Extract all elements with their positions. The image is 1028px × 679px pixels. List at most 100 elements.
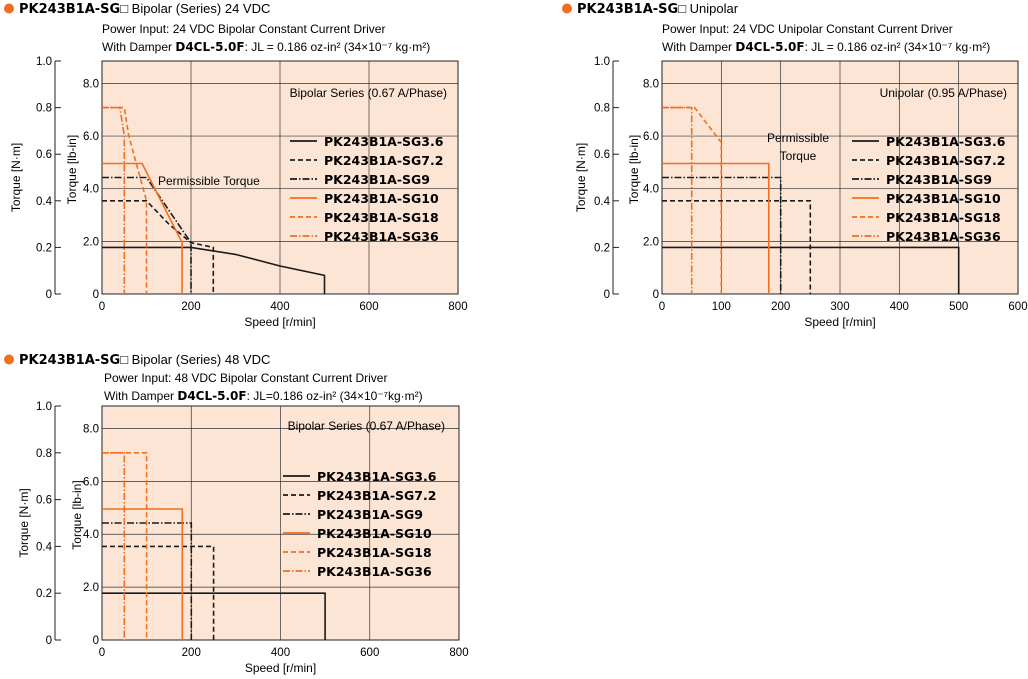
info-power: Power Input: 48 VDC Bipolar Constant Cur… [104, 371, 387, 385]
tick-label-nm: 0.6 [594, 149, 610, 161]
annotation: Bipolar Series (0.67 A/Phase) [290, 86, 447, 100]
series-line-pk243b1a-sg3.6 [102, 246, 326, 294]
tick-label-nm: 0.8 [36, 448, 52, 460]
ylabel-lbin: Torque [lb-in] [65, 135, 79, 204]
series-line-pk243b1a-sg36 [662, 106, 693, 294]
tick-label-x: 400 [890, 301, 909, 313]
tick-label-x: 800 [449, 647, 468, 659]
title-box: □ [678, 1, 686, 16]
chart-2: PK243B1A-SG□ Unipolar Power Input: 24 VDC… [562, 1, 1028, 329]
title-suffix: Unipolar [686, 1, 739, 16]
tick-label-lbin: 8.0 [83, 78, 99, 90]
info-damper: With Damper D4CL-5.0F: JL=0.186 oz-in² (… [104, 389, 423, 403]
legend-label: PK243B1A-SG18 [317, 545, 432, 560]
series-line-pk243b1a-sg18 [102, 106, 148, 294]
title-bullet-icon [562, 3, 572, 14]
legend-label: PK243B1A-SG3.6 [886, 134, 1006, 149]
legend-label: PK243B1A-SG18 [324, 210, 439, 225]
legend-label: PK243B1A-SG7.2 [324, 153, 443, 168]
tick-label-lbin: 8.0 [643, 78, 659, 90]
info-damper: With Damper D4CL-5.0F: JL = 0.186 oz-in²… [102, 40, 430, 54]
tick-label-x: 0 [99, 301, 105, 313]
tick-label-nm: 0.6 [36, 495, 52, 507]
legend-label: PK243B1A-SG3.6 [324, 134, 444, 149]
tick-label-nm: 1.0 [36, 56, 52, 68]
tick-label-nm: 0.2 [594, 242, 610, 254]
tick-label-lbin: 6.0 [83, 476, 99, 488]
tick-label-lbin: 4.0 [643, 184, 659, 196]
series-line-pk243b1a-sg9 [662, 176, 782, 294]
series-line-pk243b1a-sg10 [102, 162, 183, 294]
tick-label-lbin: 6.0 [83, 131, 99, 143]
legend-label: PK243B1A-SG10 [317, 526, 432, 541]
series-line-pk243b1a-sg18 [102, 451, 148, 640]
tick-label-lbin: 4.0 [83, 184, 99, 196]
annotation: Bipolar Series (0.67 A/Phase) [288, 419, 445, 433]
series-group [102, 106, 326, 294]
tick-label-nm: 1.0 [594, 56, 610, 68]
legend-label: PK243B1A-SG7.2 [317, 488, 436, 503]
tick-label-lbin: 0 [93, 289, 99, 301]
ylabel-lbin: Torque [lb-in] [627, 135, 641, 204]
title-box: □ [120, 352, 128, 367]
region-label: Permissible [767, 131, 829, 145]
tick-label-x: 400 [270, 301, 289, 313]
tick-label-nm: 0.6 [36, 149, 52, 161]
tick-label-lbin: 6.0 [643, 131, 659, 143]
ylabel-nm: Torque [N·m] [9, 143, 23, 212]
title-model: PK243B1A-SG [19, 353, 120, 368]
xlabel: Speed [r/min] [245, 661, 316, 675]
series-line-pk243b1a-sg7.2 [102, 200, 215, 294]
tick-label-lbin: 2.0 [83, 236, 99, 248]
series-line-pk243b1a-sg10 [102, 508, 184, 640]
tick-label-x: 600 [1008, 301, 1027, 313]
tick-label-x: 500 [949, 301, 968, 313]
legend-label: PK243B1A-SG10 [886, 191, 1001, 206]
chart-1: PK243B1A-SG□ Bipolar (Series) 24 VDC Powe… [4, 1, 468, 329]
series-line-pk243b1a-sg36 [102, 451, 126, 640]
tick-label-lbin: 0 [653, 289, 659, 301]
tick-label-lbin: 8.0 [83, 423, 99, 435]
ylabel-nm: Torque [N·m] [574, 143, 588, 212]
series-line-pk243b1a-sg3.6 [662, 246, 960, 294]
tick-label-nm: 0.2 [36, 242, 52, 254]
tick-label-x: 200 [181, 301, 200, 313]
tick-label-nm: 0 [46, 635, 52, 647]
legend-label: PK243B1A-SG10 [324, 191, 439, 206]
annotation: Unipolar (0.95 A/Phase) [880, 86, 1007, 100]
region-label: Torque [780, 149, 817, 163]
tick-label-x: 0 [99, 647, 105, 659]
series-group [662, 106, 960, 294]
legend-label: PK243B1A-SG36 [886, 229, 1001, 244]
legend-label: PK243B1A-SG9 [886, 172, 992, 187]
xlabel: Speed [r/min] [804, 315, 875, 329]
tick-label-x: 400 [271, 647, 290, 659]
tick-label-x: 600 [359, 301, 378, 313]
chart-title: PK243B1A-SG□ Unipolar [577, 1, 739, 17]
title-suffix: Bipolar (Series) 24 VDC [128, 1, 270, 16]
title-bullet-icon [4, 3, 14, 14]
legend-label: PK243B1A-SG36 [317, 564, 432, 579]
chart-3: PK243B1A-SG□ Bipolar (Series) 48 VDC Powe… [4, 352, 469, 675]
tick-label-x: 200 [771, 301, 790, 313]
info-power: Power Input: 24 VDC Unipolar Constant Cu… [662, 22, 953, 36]
ylabel-nm: Torque [N·m] [17, 488, 31, 557]
title-model: PK243B1A-SG [19, 2, 120, 17]
title-model: PK243B1A-SG [577, 2, 678, 17]
tick-label-x: 600 [360, 647, 379, 659]
series-line-pk243b1a-sg7.2 [662, 200, 812, 294]
info-damper: With Damper D4CL-5.0F: JL = 0.186 oz-in²… [662, 40, 990, 54]
tick-label-nm: 0 [604, 289, 610, 301]
legend-label: PK243B1A-SG3.6 [317, 469, 437, 484]
tick-label-nm: 0.4 [36, 196, 53, 208]
series-group [102, 451, 326, 640]
tick-label-nm: 0.8 [36, 103, 52, 115]
tick-label-nm: 0 [46, 289, 52, 301]
tick-label-lbin: 2.0 [83, 582, 99, 594]
legend-label: PK243B1A-SG9 [317, 507, 423, 522]
legend-label: PK243B1A-SG36 [324, 229, 439, 244]
tick-label-nm: 0.4 [36, 541, 53, 553]
chart-title: PK243B1A-SG□ Bipolar (Series) 48 VDC [19, 352, 270, 368]
legend: PK243B1A-SG3.6 PK243B1A-SG7.2 PK243B1A-SG9… [852, 134, 1006, 244]
ylabel-lbin: Torque [lb-in] [70, 480, 84, 549]
